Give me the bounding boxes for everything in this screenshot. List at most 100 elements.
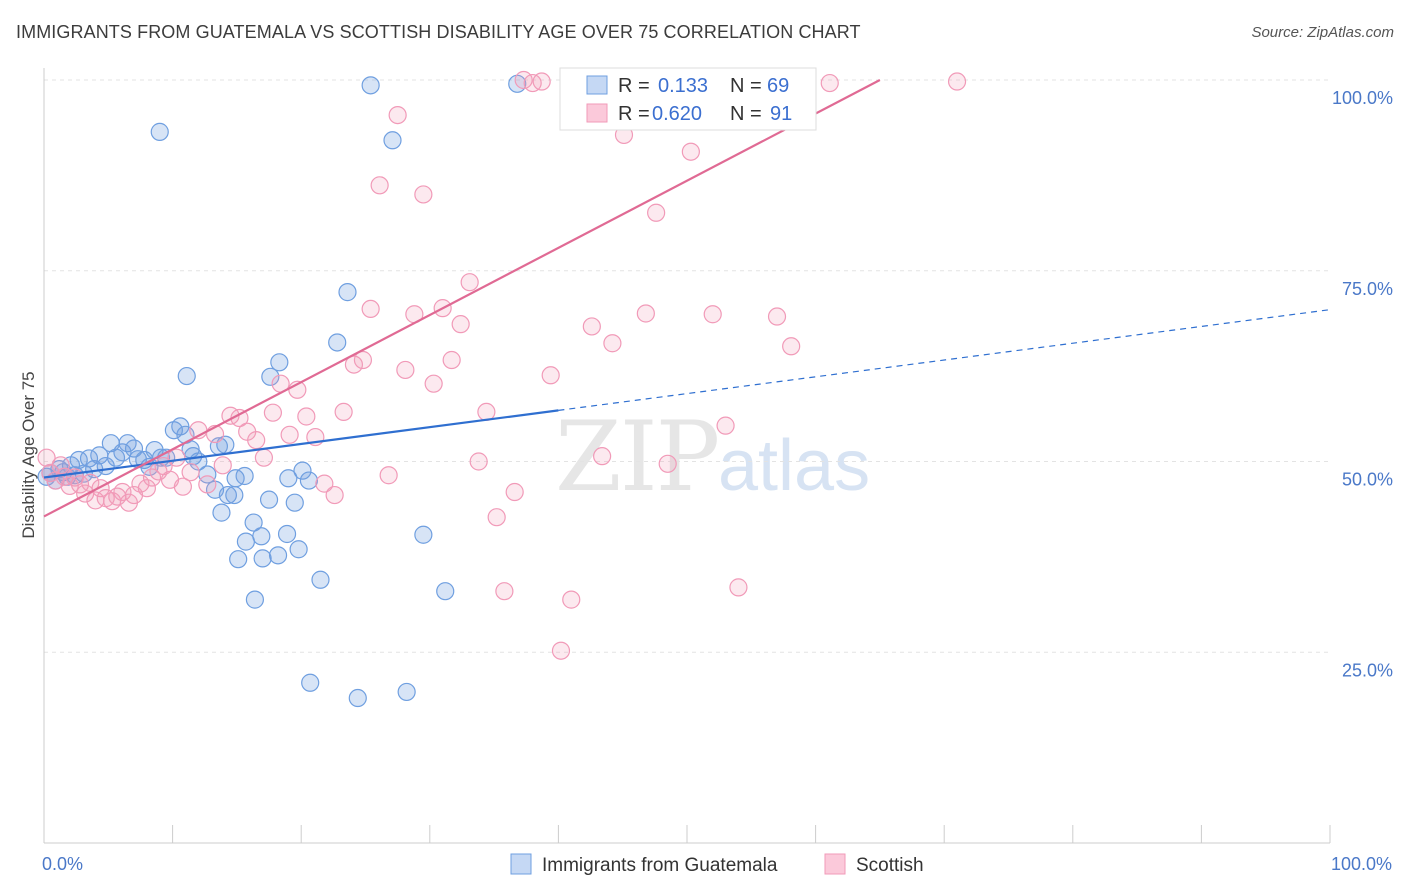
- point-scottish-54: [424, 374, 443, 393]
- point-scottish-44: [334, 402, 353, 422]
- point-scottish-73: [603, 334, 622, 353]
- point-guatemala-16: [113, 443, 132, 462]
- y-tick-label-2: 75.0%: [1342, 279, 1393, 299]
- point-guatemala-40: [268, 546, 288, 565]
- point-scottish-19: [137, 479, 156, 498]
- point-scottish-38: [280, 425, 299, 444]
- point-guatemala-18: [124, 439, 144, 458]
- axes: [43, 68, 1331, 844]
- y-tick-label-1: 50.0%: [1342, 470, 1393, 490]
- point-scottish-30: [213, 456, 232, 475]
- point-guatemala-58: [301, 673, 320, 692]
- point-scottish-87: [767, 307, 787, 326]
- trend-line-scottish: [43, 79, 881, 518]
- point-scottish-84: [729, 578, 748, 597]
- point-scottish-69: [562, 590, 581, 609]
- point-scottish-66: [532, 72, 551, 91]
- chart-title: IMMIGRANTS FROM GUATEMALA VS SCOTTISH DI…: [16, 22, 861, 42]
- point-scottish-45: [344, 355, 364, 374]
- point-guatemala-42: [285, 493, 304, 512]
- point-scottish-77: [647, 203, 666, 222]
- point-guatemala-54: [261, 367, 280, 386]
- point-scottish-47: [361, 299, 380, 318]
- point-guatemala-52: [245, 590, 265, 609]
- point-guatemala-38: [252, 527, 271, 546]
- point-scottish-53: [414, 185, 433, 204]
- point-guatemala-53: [253, 549, 272, 568]
- point-scottish-51: [396, 360, 415, 380]
- legend-swatch-scottish: [586, 103, 608, 123]
- legend-n-label-1: N =: [730, 75, 762, 97]
- point-guatemala-64: [383, 131, 402, 150]
- point-scottish-48: [370, 176, 389, 195]
- point-guatemala-43: [293, 461, 312, 480]
- trend-line-guatemala-projection: [558, 309, 1331, 411]
- point-scottish-71: [582, 317, 601, 336]
- data-points: [37, 70, 967, 708]
- point-scottish-58: [460, 273, 479, 292]
- point-guatemala-44: [299, 471, 319, 490]
- legend-r-value-1: 0.133: [658, 75, 708, 97]
- point-guatemala-41: [277, 524, 297, 544]
- series-legend-label-guatemala: Immigrants from Guatemala: [542, 855, 778, 876]
- point-guatemala-37: [244, 513, 263, 532]
- point-scottish-49: [379, 466, 398, 485]
- point-guatemala-45: [150, 122, 169, 141]
- point-scottish-76: [636, 304, 655, 323]
- point-guatemala-62: [348, 688, 367, 708]
- point-guatemala-67: [436, 582, 455, 601]
- point-scottish-67: [541, 366, 560, 385]
- legend-n-value-1: 69: [767, 75, 789, 97]
- x-tick-label-max: 100.0%: [1331, 854, 1392, 874]
- point-scottish-72: [593, 447, 612, 466]
- point-scottish-3: [51, 456, 70, 475]
- point-guatemala-34: [218, 485, 237, 505]
- point-scottish-61: [487, 508, 506, 527]
- legend-n-value-2: 91: [770, 103, 792, 125]
- point-guatemala-46: [177, 366, 196, 386]
- series-legend: Immigrants from Guatemala Scottish: [510, 853, 924, 876]
- point-scottish-36: [263, 403, 283, 422]
- point-scottish-88: [782, 337, 801, 356]
- point-scottish-83: [716, 416, 735, 435]
- point-scottish-63: [505, 482, 524, 502]
- point-guatemala-59: [311, 570, 330, 589]
- point-scottish-90: [947, 72, 967, 91]
- point-guatemala-36: [235, 466, 254, 486]
- legend-r-label-1: R =: [618, 75, 650, 97]
- trend-lines: [43, 79, 1331, 518]
- legend-swatch-guatemala: [586, 75, 608, 95]
- series-legend-label-scottish: Scottish: [856, 855, 924, 876]
- point-guatemala-50: [229, 550, 248, 569]
- point-scottish-46: [353, 350, 373, 370]
- point-scottish-59: [469, 452, 488, 471]
- point-guatemala-10: [79, 449, 99, 468]
- point-guatemala-63: [361, 76, 380, 95]
- point-guatemala-33: [212, 503, 231, 522]
- point-guatemala-51: [236, 532, 256, 551]
- point-scottish-26: [181, 463, 200, 482]
- point-scottish-62: [495, 582, 514, 601]
- point-scottish-15: [113, 482, 132, 502]
- legend-r-label-2: R =: [618, 103, 650, 125]
- point-scottish-68: [551, 641, 571, 660]
- y-tick-label-0: 25.0%: [1342, 660, 1393, 680]
- point-scottish-43: [325, 485, 344, 505]
- point-scottish-80: [681, 142, 700, 161]
- legend-n-label-2: N =: [730, 103, 762, 125]
- legend-r-value-2: 0.620: [652, 103, 702, 125]
- point-scottish-24: [167, 448, 186, 467]
- x-tick-label-min: 0.0%: [42, 854, 83, 874]
- zipatlas-watermark: ZIP atlas: [555, 401, 870, 513]
- y-tick-label-3: 100.0%: [1332, 88, 1393, 108]
- point-guatemala-39: [259, 490, 279, 509]
- svg-text:atlas: atlas: [718, 426, 870, 506]
- trend-line-guatemala: [43, 409, 559, 479]
- point-scottish-56: [442, 350, 461, 370]
- point-guatemala-57: [289, 540, 308, 559]
- y-tick-labels: 25.0% 50.0% 75.0% 100.0%: [1332, 88, 1393, 680]
- point-scottish-82: [703, 305, 722, 324]
- point-scottish-28: [198, 475, 217, 494]
- point-scottish-25: [173, 477, 192, 496]
